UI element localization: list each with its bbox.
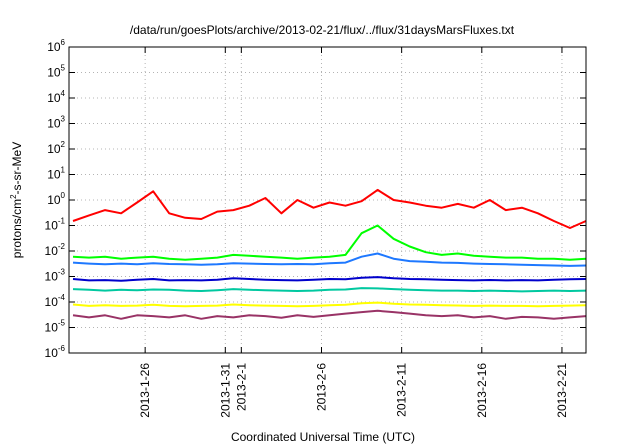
x-tick-label: 2013-2-16 (475, 363, 489, 418)
series-line-3 (72, 252, 587, 267)
x-tick-label: 2013-2-11 (395, 363, 409, 417)
y-tick-label: 10-4 (45, 293, 66, 309)
series-line-6 (72, 301, 587, 308)
series-line-7 (72, 309, 587, 320)
y-tick-label: 102 (47, 140, 65, 156)
x-tick-label: 2013-1-31 (218, 363, 232, 418)
data-series (72, 188, 587, 320)
y-tick-label: 10-2 (45, 242, 66, 258)
series-line-5 (72, 287, 587, 293)
y-tick-label: 10-3 (45, 268, 66, 284)
y-tick-label: 103 (47, 115, 65, 131)
x-tick-label: 2013-2-21 (555, 363, 569, 418)
y-tick-label: 100 (47, 191, 65, 207)
y-tick-label: 10-5 (45, 319, 66, 335)
x-axis: 2013-1-26 2013-1-31 2013-2-1 2013-2-6 2013-2… (138, 47, 569, 418)
x-tick-label: 2013-2-1 (234, 363, 248, 411)
y-tick-label: 106 (47, 38, 65, 54)
grid-lines (69, 47, 586, 353)
series-line-4 (72, 276, 587, 282)
x-tick-label: 2013-2-6 (314, 363, 328, 411)
y-tick-label: 101 (47, 166, 65, 182)
series-line-2 (72, 224, 587, 261)
y-axis-label: protons/cm2-s-sr-MeV (9, 142, 24, 258)
x-tick-label: 2013-1-26 (138, 363, 152, 418)
y-tick-label: 104 (47, 89, 65, 105)
y-tick-label: 105 (47, 64, 65, 80)
chart-title: /data/run/goesPlots/archive/2013-02-21/f… (130, 23, 515, 37)
plot-frame (68, 46, 587, 354)
x-axis-label: Coordinated Universal Time (UTC) (231, 430, 415, 444)
series-line-1 (72, 188, 587, 229)
y-tick-label: 10-1 (45, 217, 66, 233)
y-axis: 10-6 10-5 10-4 10-3 10-2 10-1 100 101 102 103 104 1… (45, 38, 586, 360)
y-tick-label: 10-6 (45, 344, 66, 360)
